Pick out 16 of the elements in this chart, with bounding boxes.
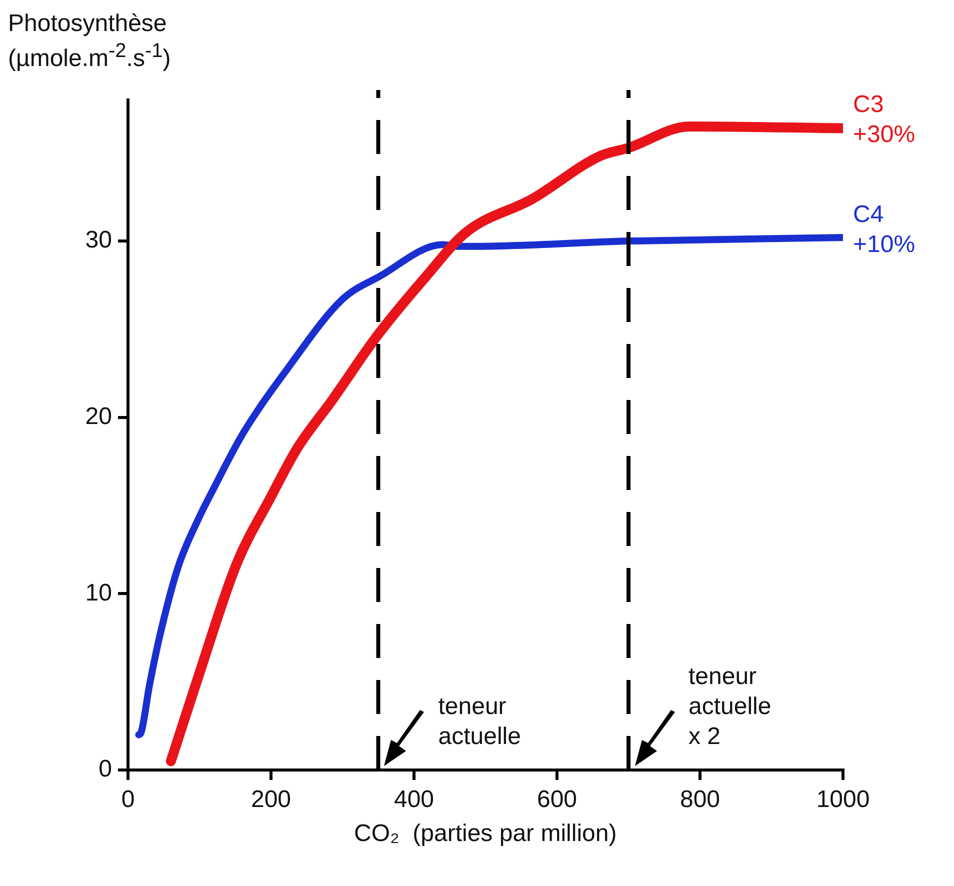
annotation: teneur actuelle bbox=[438, 692, 522, 752]
series-label: C3 +30% bbox=[853, 90, 916, 150]
x-tick-label: 800 bbox=[680, 786, 720, 814]
series-label: C4 +10% bbox=[853, 200, 916, 260]
y-tick-label: 30 bbox=[85, 226, 112, 254]
x-tick-label: 600 bbox=[536, 786, 578, 814]
y-tick-label: 0 bbox=[98, 756, 112, 783]
annotation: teneur actuelle x 2 bbox=[688, 662, 772, 752]
y-tick-label: 10 bbox=[85, 579, 112, 606]
y-tick-label: 20 bbox=[85, 402, 112, 430]
x-tick-label: 200 bbox=[250, 786, 292, 814]
y-axis-title: Photosynthèse (µmole.m$^{-2}$.s$^{-1}$) bbox=[8, 10, 171, 74]
x-tick-label: 400 bbox=[394, 786, 434, 814]
x-tick-label: 1000 bbox=[816, 786, 870, 814]
x-tick-label: 0 bbox=[121, 786, 135, 814]
x-axis-title: CO₂ (parties par million) bbox=[354, 820, 617, 849]
